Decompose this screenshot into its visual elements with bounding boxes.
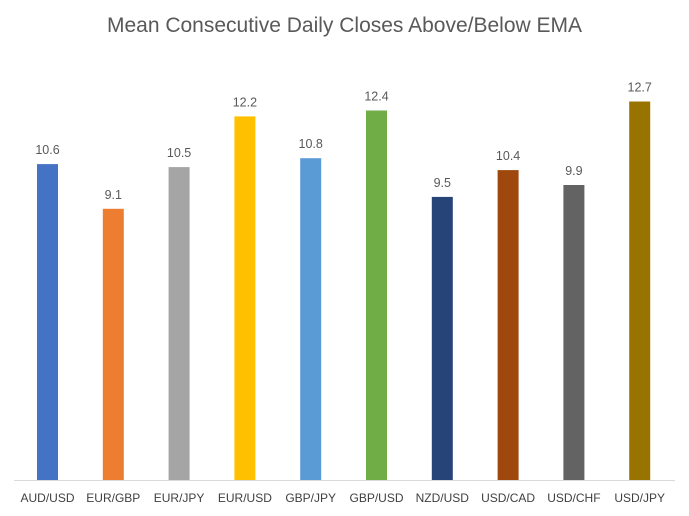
data-label: 10.5: [167, 146, 191, 160]
x-tick-label: USD/JPY: [614, 491, 665, 505]
data-label: 12.4: [364, 90, 388, 104]
bar-usd-chf: [563, 185, 585, 480]
bar-aud-usd: [37, 164, 58, 480]
bar-usd-cad: [497, 170, 519, 480]
x-tick-label: GBP/JPY: [285, 491, 336, 505]
bar-gbp-jpy: [300, 158, 322, 480]
bar-eur-usd: [234, 116, 256, 481]
x-tick-label: EUR/GBP: [86, 491, 140, 505]
data-label: 10.6: [35, 143, 59, 157]
data-label: 9.5: [434, 176, 451, 190]
x-tick-label: USD/CHF: [547, 491, 600, 505]
x-tick-label: EUR/JPY: [154, 491, 205, 505]
data-label: 12.7: [628, 81, 652, 95]
data-label: 9.9: [565, 164, 582, 178]
chart-title: Mean Consecutive Daily Closes Above/Belo…: [106, 14, 583, 37]
bar-nzd-usd: [431, 196, 453, 480]
bar-gbp-usd: [366, 110, 387, 480]
data-label: 9.1: [105, 188, 122, 202]
x-tick-label: AUD/USD: [20, 491, 74, 505]
bar-usd-jpy: [629, 101, 651, 480]
x-tick-label: GBP/USD: [349, 491, 403, 505]
data-label: 10.8: [299, 137, 323, 151]
x-tick-label: NZD/USD: [416, 491, 470, 505]
x-tick-label: USD/CAD: [481, 491, 535, 505]
data-label: 10.4: [496, 149, 520, 163]
bar-eur-gbp: [102, 208, 124, 481]
bar-eur-jpy: [168, 167, 190, 480]
data-label: 12.2: [233, 95, 257, 109]
x-tick-label: EUR/USD: [218, 491, 272, 505]
